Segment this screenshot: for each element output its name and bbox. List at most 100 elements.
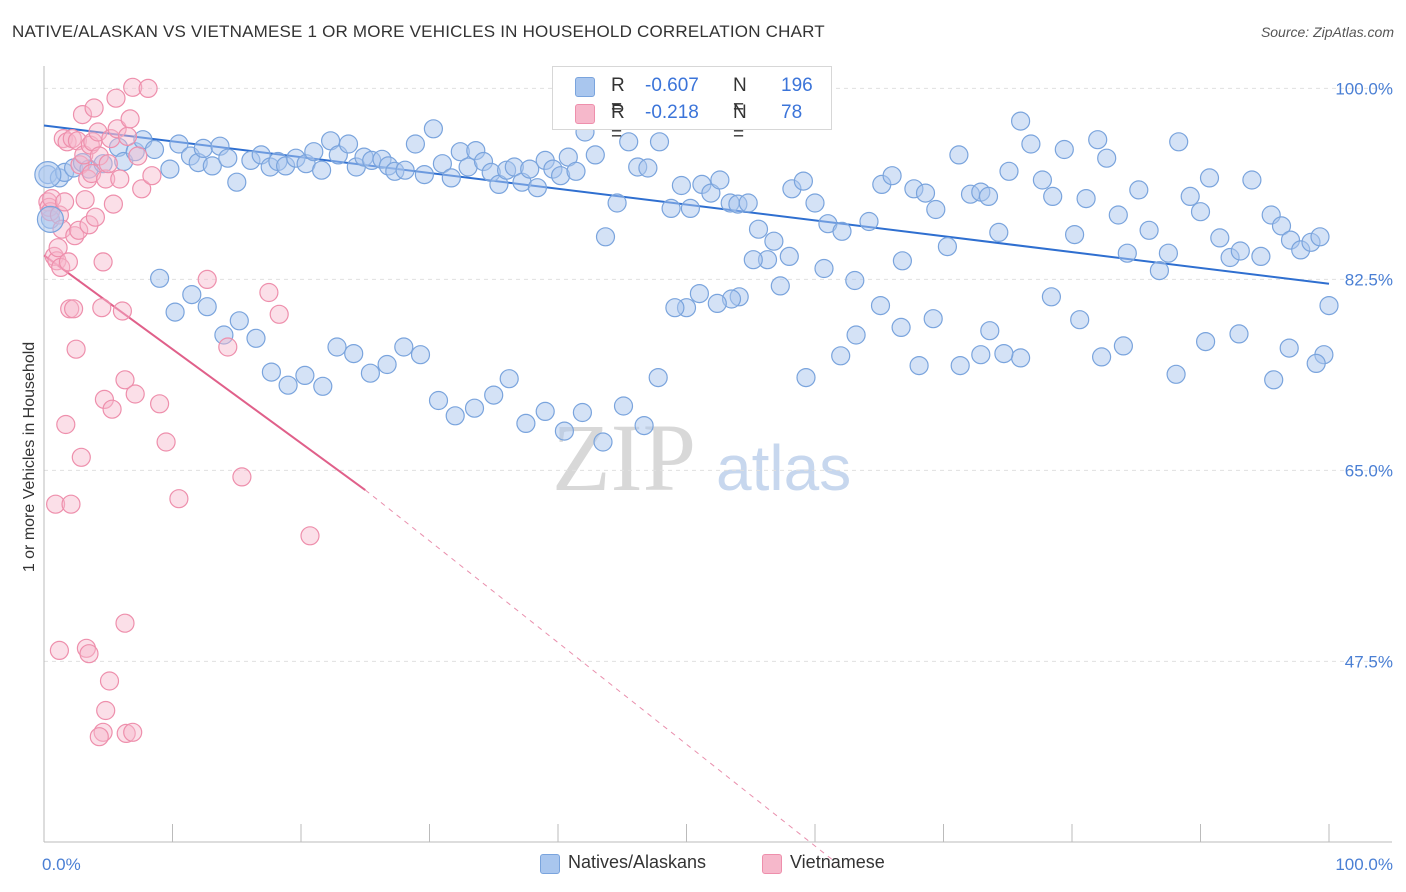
native-point [360, 363, 380, 383]
grid-lines [44, 87, 1392, 662]
native-point [144, 139, 165, 160]
vietnamese-point [61, 494, 81, 514]
native-point [327, 337, 347, 357]
native-point [649, 132, 670, 152]
native-point [665, 298, 685, 318]
native-point [1117, 243, 1137, 263]
vietnamese-point [76, 638, 97, 658]
n-label: N = [733, 102, 747, 145]
vietnamese-point [69, 220, 89, 240]
vietnamese-point [102, 399, 122, 419]
native-point [989, 222, 1009, 242]
axes [43, 66, 1392, 843]
watermark: ZIP atlas [552, 404, 851, 511]
native-point [671, 175, 692, 196]
native-point [1054, 139, 1074, 160]
native-point [572, 402, 593, 423]
native-point [1166, 364, 1186, 384]
vietnamese-point [125, 384, 145, 404]
vietnamese-swatch [762, 854, 782, 874]
native-point [464, 398, 485, 418]
native-point [978, 186, 999, 206]
native-point [499, 369, 519, 389]
native-point [1139, 220, 1159, 240]
native-swatch [540, 854, 560, 874]
native-point [980, 321, 1000, 341]
native-point [937, 237, 958, 257]
native-point [1070, 310, 1090, 330]
vietnamese-trend-line [43, 254, 366, 491]
native-point [1310, 227, 1330, 247]
vietnamese-point [128, 146, 148, 166]
vietnamese-point [106, 88, 126, 108]
native-point [1271, 216, 1292, 236]
native-point [859, 211, 879, 232]
native-point [1251, 246, 1271, 266]
native-point [701, 183, 721, 203]
native-point [295, 365, 315, 385]
native-point [428, 390, 449, 411]
vietnamese-point [84, 98, 104, 118]
native-point [1091, 347, 1112, 367]
vietnamese-point [48, 238, 68, 258]
native-point [613, 396, 634, 416]
r-label: R = [611, 102, 625, 145]
native-point [405, 134, 425, 154]
vietnamese-point [49, 640, 70, 661]
native-point [814, 258, 834, 279]
vietnamese-swatch [575, 104, 595, 124]
vietnamese-point [232, 467, 252, 487]
vietnamese-trend-extension [364, 489, 838, 864]
native-point [923, 309, 943, 329]
native-point [1076, 189, 1096, 209]
native-point [882, 166, 902, 186]
native-point [680, 198, 701, 218]
native-point [432, 154, 452, 174]
legend-label: Vietnamese [790, 852, 885, 872]
native-point [846, 325, 866, 345]
native-point [34, 160, 62, 189]
vietnamese-point [99, 671, 120, 691]
native-point [182, 285, 202, 305]
native-point [202, 156, 222, 176]
vietnamese-point [259, 282, 279, 303]
native-point [229, 311, 249, 331]
vietnamese-point [123, 77, 143, 97]
native-point [593, 432, 613, 452]
native-point [638, 158, 658, 178]
vietnamese-point [156, 432, 176, 452]
vietnamese-point [75, 190, 95, 210]
native-point [377, 354, 397, 375]
vietnamese-point [150, 394, 170, 414]
native-point [1021, 134, 1041, 154]
vietnamese-point [98, 154, 118, 174]
vietnamese-point [115, 370, 135, 390]
native-point [218, 148, 238, 168]
native-point [150, 268, 170, 288]
native-point [1113, 336, 1134, 356]
native-point [197, 297, 217, 317]
native-point [619, 132, 639, 152]
native-point [831, 346, 851, 366]
native-point [595, 227, 616, 247]
vietnamese-point [85, 207, 106, 227]
y-tick-label: 82.5% [1345, 270, 1393, 289]
vietnamese-point [96, 169, 116, 189]
native-point [770, 276, 790, 296]
native-point [394, 337, 414, 357]
native-point [793, 171, 814, 191]
vietnamese-point [101, 129, 121, 149]
native-point [845, 270, 865, 291]
native-point [915, 183, 936, 203]
vietnamese-point [218, 337, 238, 357]
native-point [313, 376, 333, 396]
native-point [994, 344, 1014, 364]
native-point [1043, 186, 1063, 206]
native-point [261, 362, 281, 382]
native-point [484, 385, 504, 405]
vietnamese-point [103, 194, 124, 214]
native-point [1010, 348, 1031, 368]
native-point [1041, 287, 1062, 307]
native-point [1242, 170, 1262, 190]
native-point [165, 302, 185, 322]
